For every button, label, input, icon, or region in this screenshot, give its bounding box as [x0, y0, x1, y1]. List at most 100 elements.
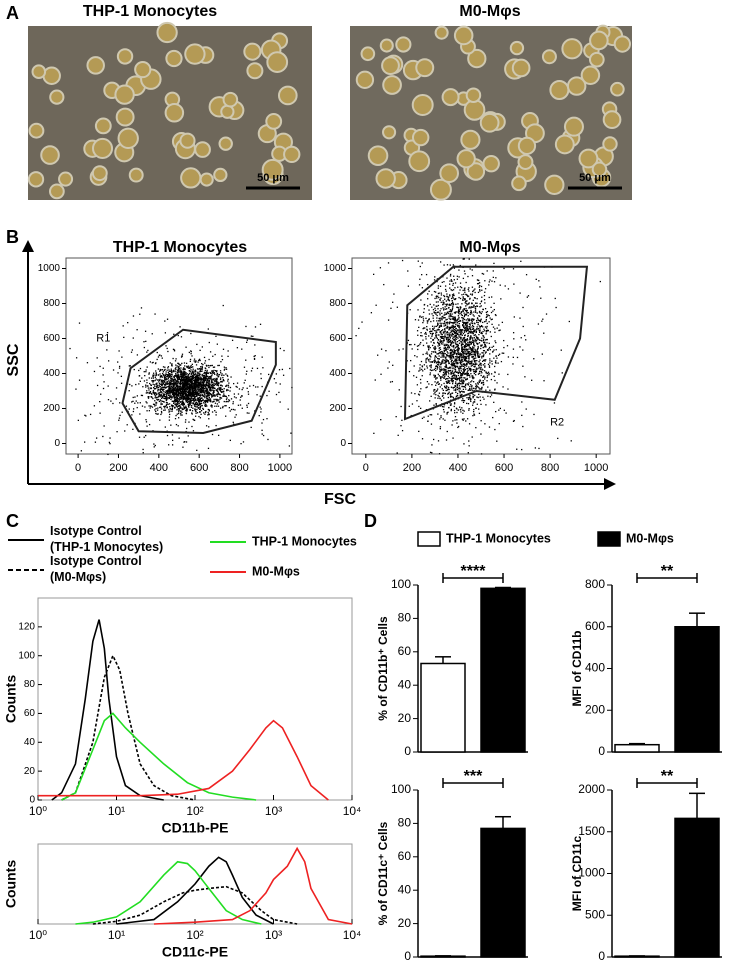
event-dot [431, 414, 432, 415]
event-dot [505, 285, 506, 286]
cell [93, 139, 112, 158]
event-dot [116, 387, 117, 388]
event-dot [453, 380, 454, 381]
event-dot [186, 383, 187, 384]
event-dot [178, 408, 179, 409]
event-dot [505, 412, 506, 413]
event-dot [475, 310, 476, 311]
event-dot [177, 363, 178, 364]
event-dot [134, 369, 135, 370]
event-dot [439, 393, 440, 394]
event-dot [440, 298, 441, 299]
event-dot [496, 358, 497, 359]
event-dot [155, 392, 156, 393]
event-dot [431, 370, 432, 371]
event-dot [184, 389, 185, 390]
event-dot [461, 348, 462, 349]
event-dot [187, 366, 188, 367]
event-dot [462, 391, 463, 392]
event-dot [464, 370, 465, 371]
event-dot [213, 382, 214, 383]
event-dot [260, 373, 261, 374]
event-dot [430, 365, 431, 366]
event-dot [178, 395, 179, 396]
event-dot [165, 409, 166, 410]
event-dot [463, 344, 464, 345]
event-dot [470, 384, 471, 385]
event-dot [151, 378, 152, 379]
event-dot [183, 398, 184, 399]
event-dot [165, 373, 166, 374]
event-dot [123, 325, 124, 326]
event-dot [193, 369, 194, 370]
event-dot [473, 358, 474, 359]
event-dot [451, 334, 452, 335]
event-dot [184, 362, 185, 363]
event-dot [175, 415, 176, 416]
cell [87, 57, 104, 74]
event-dot [232, 340, 233, 341]
event-dot [464, 290, 465, 291]
event-dot [447, 431, 448, 432]
event-dot [144, 380, 145, 381]
event-dot [160, 404, 161, 405]
event-dot [484, 423, 485, 424]
event-dot [151, 380, 152, 381]
event-dot [201, 384, 202, 385]
event-dot [200, 407, 201, 408]
event-dot [440, 415, 441, 416]
event-dot [448, 372, 449, 373]
event-dot [222, 389, 223, 390]
event-dot [480, 348, 481, 349]
event-dot [418, 345, 419, 346]
event-dot [482, 322, 483, 323]
cell [436, 27, 448, 39]
event-dot [464, 410, 465, 411]
event-dot [203, 384, 204, 385]
event-dot [459, 358, 460, 359]
event-dot [207, 370, 208, 371]
event-dot [402, 260, 403, 261]
event-dot [450, 309, 451, 310]
event-dot [427, 367, 428, 368]
event-dot [190, 365, 191, 366]
event-dot [173, 380, 174, 381]
event-dot [472, 339, 473, 340]
y-tick-label: 800 [43, 298, 60, 309]
event-dot [192, 393, 193, 394]
event-dot [461, 377, 462, 378]
cell [481, 114, 499, 132]
event-dot [430, 341, 431, 342]
event-dot [133, 397, 134, 398]
event-dot [502, 322, 503, 323]
event-dot [482, 326, 483, 327]
event-dot [451, 343, 452, 344]
event-dot [455, 321, 456, 322]
event-dot [447, 393, 448, 394]
event-dot [191, 373, 192, 374]
event-dot [445, 371, 446, 372]
event-dot [251, 370, 252, 371]
event-dot [479, 316, 480, 317]
event-dot [227, 350, 228, 351]
event-dot [177, 374, 178, 375]
cell [556, 135, 574, 153]
event-dot [122, 412, 123, 413]
event-dot [507, 374, 508, 375]
cell [382, 57, 399, 74]
event-dot [204, 372, 205, 373]
event-dot [162, 401, 163, 402]
event-dot [446, 378, 447, 379]
panel-letter: B [6, 227, 19, 247]
event-dot [444, 362, 445, 363]
event-dot [208, 359, 209, 360]
event-dot [460, 391, 461, 392]
event-dot [194, 359, 195, 360]
event-dot [228, 382, 229, 383]
event-dot [419, 344, 420, 345]
cell [185, 44, 204, 63]
event-dot [186, 428, 187, 429]
event-dot [190, 369, 191, 370]
event-dot [480, 420, 481, 421]
event-dot [150, 391, 151, 392]
